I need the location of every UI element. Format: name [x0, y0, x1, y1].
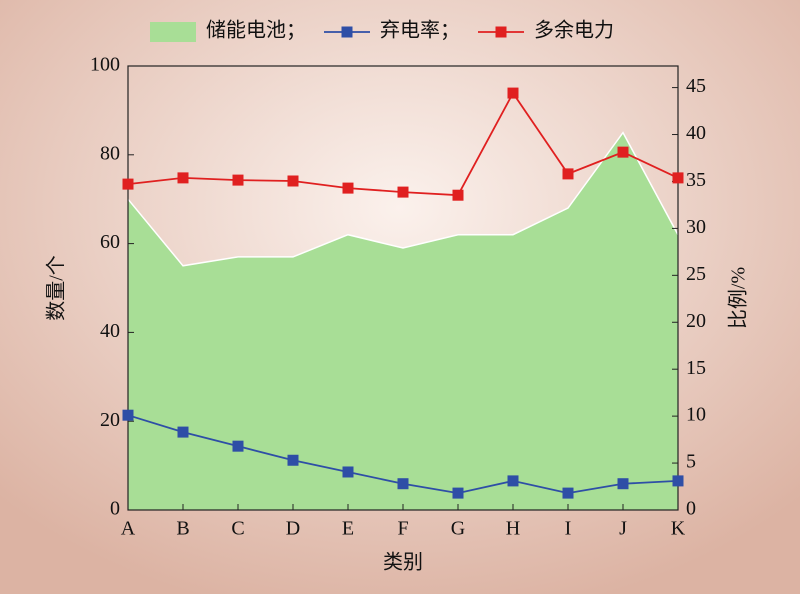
- x-tick-label: G: [451, 518, 465, 540]
- y2-tick-label: 45: [686, 75, 706, 97]
- marker: [507, 87, 519, 99]
- area: [128, 132, 678, 510]
- marker: [122, 409, 134, 421]
- marker: [672, 172, 684, 184]
- marker: [617, 146, 629, 158]
- marker: [562, 487, 574, 499]
- marker: [342, 182, 354, 194]
- legend-marker: [495, 26, 507, 38]
- x-tick-label: J: [619, 518, 627, 540]
- y2-tick-label: 10: [686, 404, 706, 426]
- marker: [672, 475, 684, 487]
- marker: [452, 487, 464, 499]
- marker: [342, 466, 354, 478]
- marker: [232, 174, 244, 186]
- y2-tick-label: 25: [686, 263, 706, 285]
- legend-label: 弃电率；: [380, 19, 460, 42]
- x-tick-label: B: [176, 518, 189, 540]
- y-tick-label: 40: [100, 320, 120, 342]
- x-tick-label: E: [342, 518, 354, 540]
- x-tick-label: F: [397, 518, 408, 540]
- x-tick-label: D: [286, 518, 300, 540]
- y2-tick-label: 5: [686, 451, 696, 473]
- y-tick-label: 20: [100, 409, 120, 431]
- marker: [177, 172, 189, 184]
- y-axis-title: 数量/个: [45, 255, 68, 321]
- y2-tick-label: 0: [686, 498, 696, 520]
- marker: [452, 189, 464, 201]
- legend-marker: [341, 26, 353, 38]
- marker: [122, 178, 134, 190]
- y2-tick-label: 15: [686, 357, 706, 379]
- area-edge: [127, 131, 679, 267]
- marker: [177, 426, 189, 438]
- y-tick-label: 0: [110, 498, 120, 520]
- y2-tick-label: 30: [686, 216, 706, 238]
- legend-label: 多余电力: [534, 19, 614, 42]
- marker: [617, 478, 629, 490]
- marker: [397, 186, 409, 198]
- y-tick-label: 60: [100, 231, 120, 253]
- marker: [287, 175, 299, 187]
- x-tick-label: H: [506, 518, 520, 540]
- x-axis-title: 类别: [383, 551, 423, 574]
- x-tick-label: K: [671, 518, 686, 540]
- y2-tick-label: 20: [686, 310, 706, 332]
- x-tick-label: A: [121, 518, 136, 540]
- y-tick-label: 100: [90, 54, 120, 76]
- marker: [562, 168, 574, 180]
- y2-tick-label: 40: [686, 122, 706, 144]
- x-tick-label: I: [565, 518, 572, 540]
- legend-swatch: [150, 22, 196, 42]
- marker: [232, 440, 244, 452]
- legend-label: 储能电池；: [206, 19, 306, 42]
- marker: [507, 475, 519, 487]
- y2-axis-title: 比例/%: [727, 267, 750, 329]
- marker: [397, 478, 409, 490]
- y-tick-label: 80: [100, 142, 120, 164]
- marker: [287, 454, 299, 466]
- x-tick-label: C: [231, 518, 244, 540]
- y2-tick-label: 35: [686, 169, 706, 191]
